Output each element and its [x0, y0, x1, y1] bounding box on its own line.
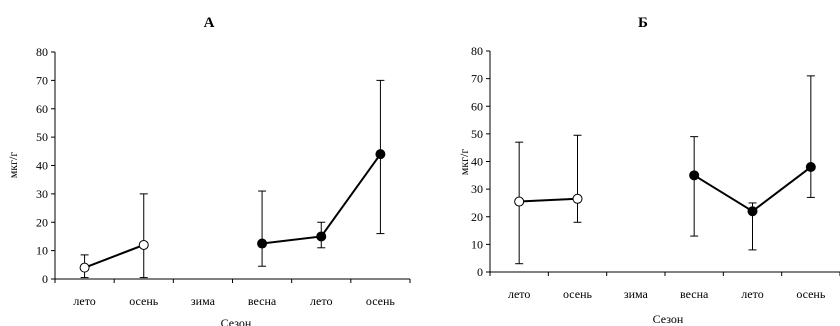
chart-title-a: А — [204, 15, 215, 31]
y-tick-label-a: 0 — [42, 272, 48, 286]
chart-title-b: Б — [638, 15, 648, 31]
filled-point-b — [805, 162, 816, 173]
x-tick-label-a: осень — [129, 294, 159, 308]
y-tick-label-a: 40 — [36, 159, 48, 173]
open-point-a — [79, 262, 90, 273]
y-tick-label-b: 50 — [471, 127, 483, 141]
y-tick-label-a: 10 — [36, 244, 48, 258]
y-tick-label-a: 60 — [36, 102, 48, 116]
x-tick-label-a: лето — [73, 294, 95, 308]
filled-point-b — [689, 170, 700, 181]
y-tick-label-b: 60 — [471, 99, 483, 113]
open-point-b — [572, 193, 583, 204]
filled-point-a — [257, 238, 268, 249]
y-tick-label-b: 20 — [471, 210, 483, 224]
x-tick-label-a: осень — [366, 294, 396, 308]
y-tick-label-b: 30 — [471, 182, 483, 196]
x-tick-label-b: весна — [680, 287, 709, 301]
x-tick-label-a: лето — [310, 294, 332, 308]
x-tick-label-b: лето — [508, 287, 530, 301]
chart-panel-a: А мкг/г Сезон 0 10 20 30 40 50 60 70 80 лето осень… — [6, 15, 411, 326]
x-axis-label-b: Сезон — [653, 312, 684, 326]
y-axis-label-b: мкг/г — [457, 149, 471, 176]
x-tick-label-b: осень — [796, 287, 826, 301]
y-tick-label-a: 80 — [36, 45, 48, 59]
x-axis-label-a: Сезон — [221, 316, 252, 326]
open-point-a — [138, 239, 149, 250]
series-line-a — [84, 244, 145, 269]
y-tick-label-b: 80 — [471, 44, 483, 58]
open-point-b — [514, 196, 525, 207]
y-tick-label-b: 70 — [471, 72, 483, 86]
x-tick-label-b: лето — [741, 287, 763, 301]
x-tick-label-a: зима — [191, 294, 216, 308]
y-axis-label-a: мкг/г — [6, 152, 20, 179]
filled-point-a — [375, 149, 386, 160]
x-tick-label-a: весна — [248, 294, 277, 308]
y-tick-label-b: 10 — [471, 237, 483, 251]
y-tick-label-a: 50 — [36, 130, 48, 144]
x-tick-label-b: зима — [624, 287, 649, 301]
x-tick-label-b: осень — [563, 287, 593, 301]
y-tick-label-a: 30 — [36, 187, 48, 201]
y-tick-label-b: 0 — [477, 265, 483, 279]
series-line-b — [519, 197, 578, 203]
chart-panel-b: Б мкг/г Сезон 0 10 20 30 40 50 60 70 80 лето осень… — [457, 15, 840, 326]
y-tick-label-b: 40 — [471, 155, 483, 169]
filled-point-b — [747, 206, 758, 217]
filled-point-a — [316, 231, 327, 242]
y-tick-label-a: 70 — [36, 73, 48, 87]
y-tick-label-a: 20 — [36, 215, 48, 229]
